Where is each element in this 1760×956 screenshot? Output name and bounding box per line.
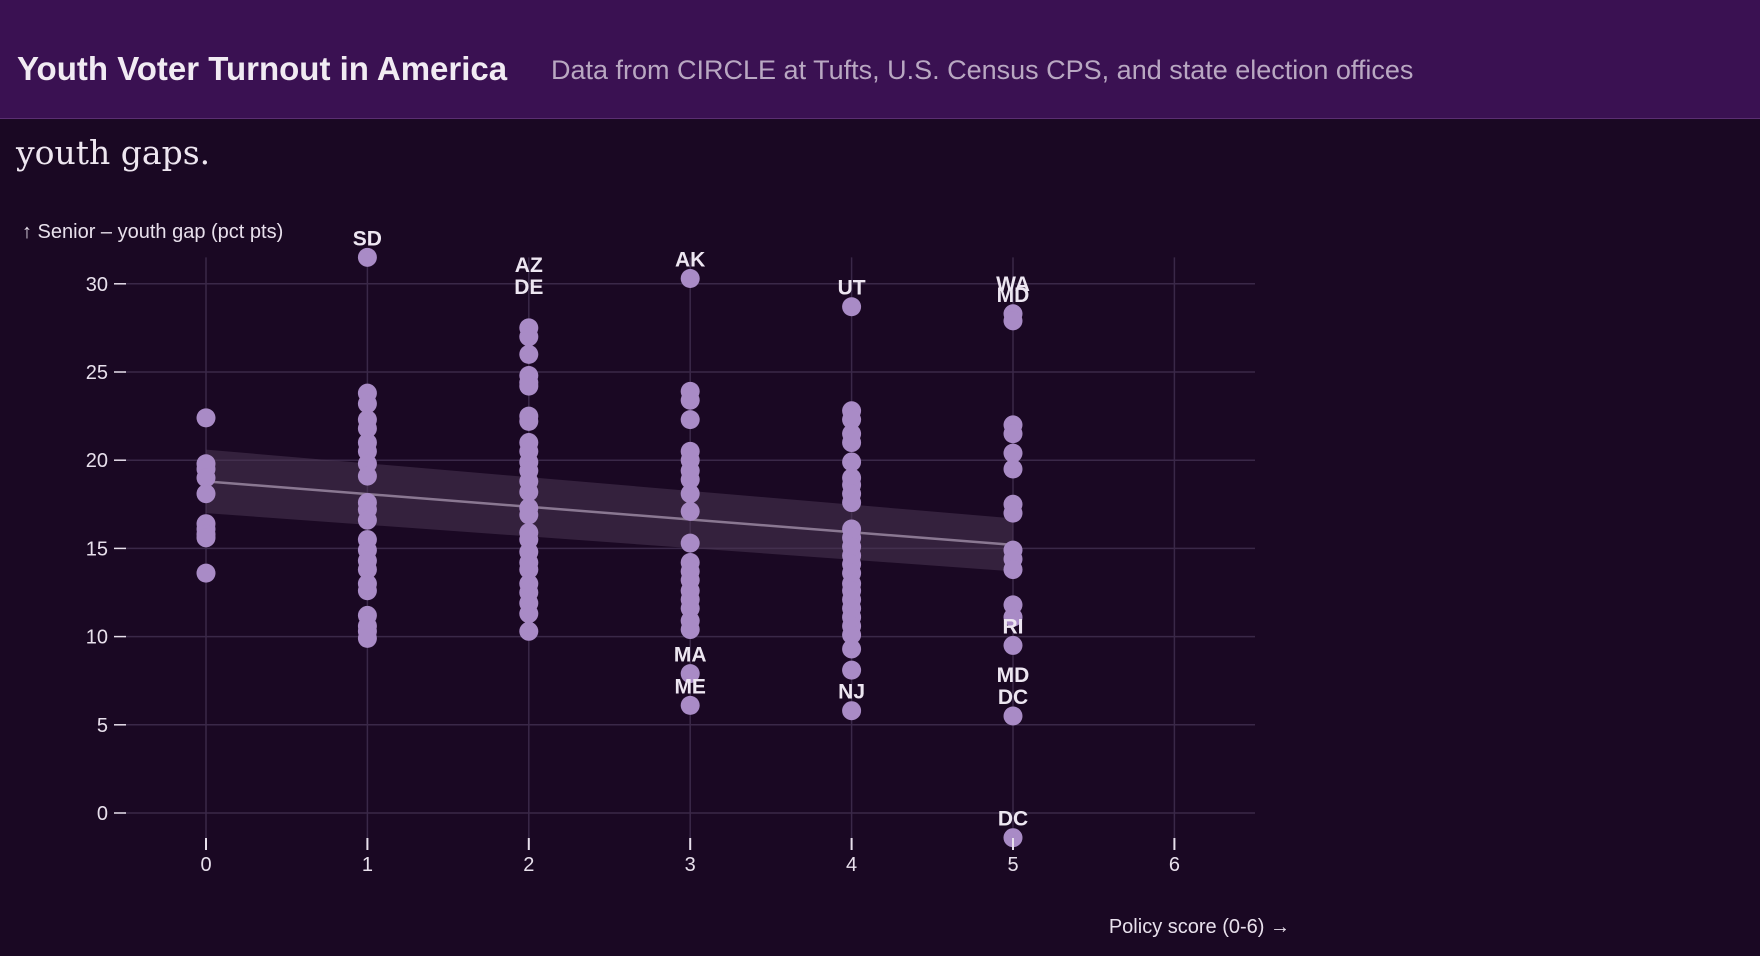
data-point [680,501,700,521]
data-point [1003,503,1023,523]
y-tick-label: 10 [86,627,108,649]
trend-confidence-band [206,449,1013,572]
data-point [680,620,700,640]
data-point [1003,560,1023,580]
data-point [357,466,377,486]
x-tick-label: 0 [200,854,211,876]
point-label: MA [674,644,707,667]
data-point [519,505,539,525]
chart-axes: 0 5 10 15 20 25 30 0 1 2 3 4 5 6 ↑ Senior – youth gap … [22,221,1290,938]
point-label: WA [996,273,1030,296]
data-point [680,664,700,684]
data-point [1003,635,1023,655]
data-point [1003,443,1023,463]
data-point [1003,311,1023,331]
point-label: UT [838,277,866,300]
data-point [680,695,700,715]
trend-band-layer [205,449,1014,572]
data-point [196,563,216,583]
data-point [680,484,700,504]
data-point [1003,607,1023,627]
y-tick-label: 5 [97,715,108,737]
data-point [680,470,700,490]
x-tick-label: 2 [523,854,534,876]
chart-points [196,247,1023,848]
data-point [842,433,862,453]
x-tick-label: 6 [1169,854,1180,876]
data-point [680,533,700,553]
data-point [842,639,862,659]
data-point [842,452,862,472]
point-label: NJ [838,681,865,704]
data-point [1003,828,1023,848]
data-point [196,468,216,488]
data-point [357,581,377,601]
data-point [357,394,377,414]
y-tick-label: 25 [86,362,108,384]
data-point [196,408,216,428]
x-tick-label: 3 [685,854,696,876]
data-point [196,484,216,504]
point-label: MD [997,664,1030,687]
data-point [357,628,377,648]
data-point [842,660,862,680]
y-tick-label: 30 [86,274,108,296]
trend-line [205,480,1014,547]
data-point [1003,706,1023,726]
point-label: AZ [515,254,543,277]
x-axis-label: Policy score (0-6) → [1109,916,1290,938]
data-point [519,344,539,364]
page-title: Youth Voter Turnout in America [17,50,508,87]
y-tick-label: 0 [97,803,108,825]
point-label: RI [1003,615,1024,638]
data-point [842,297,862,317]
data-point [1003,424,1023,444]
data-point [357,560,377,580]
data-point [842,493,862,513]
y-axis-label: ↑ Senior – youth gap (pct pts) [22,221,283,243]
data-point [519,621,539,641]
data-point [519,411,539,431]
y-tick-label: 20 [86,450,108,472]
point-label: DC [998,686,1028,709]
data-point [357,510,377,530]
data-point [357,247,377,267]
y-tick-label: 15 [86,538,108,560]
chart-grid [124,257,1255,849]
header: Youth Voter Turnout in America Data from… [0,0,1760,119]
data-point [680,410,700,430]
data-point [842,625,862,645]
data-point [1003,459,1023,479]
data-point [357,418,377,438]
point-label: MD [997,284,1030,307]
data-point [519,482,539,502]
data-point [519,604,539,624]
point-label: DE [514,276,543,299]
point-label: SD [353,227,382,250]
x-tick-label: 4 [846,854,857,876]
data-point [519,560,539,580]
data-point [842,410,862,430]
data-point [680,269,700,289]
x-tick-label: 1 [362,854,373,876]
page-subtitle: Data from CIRCLE at Tufts, U.S. Census C… [551,55,1414,85]
data-point [196,528,216,548]
point-label: AK [675,249,705,272]
data-point [519,327,539,347]
x-tick-label: 5 [1007,854,1018,876]
point-label: DC [998,808,1028,831]
data-point [680,390,700,410]
data-point [842,701,862,721]
data-point [519,376,539,396]
point-label: ME [674,675,706,698]
